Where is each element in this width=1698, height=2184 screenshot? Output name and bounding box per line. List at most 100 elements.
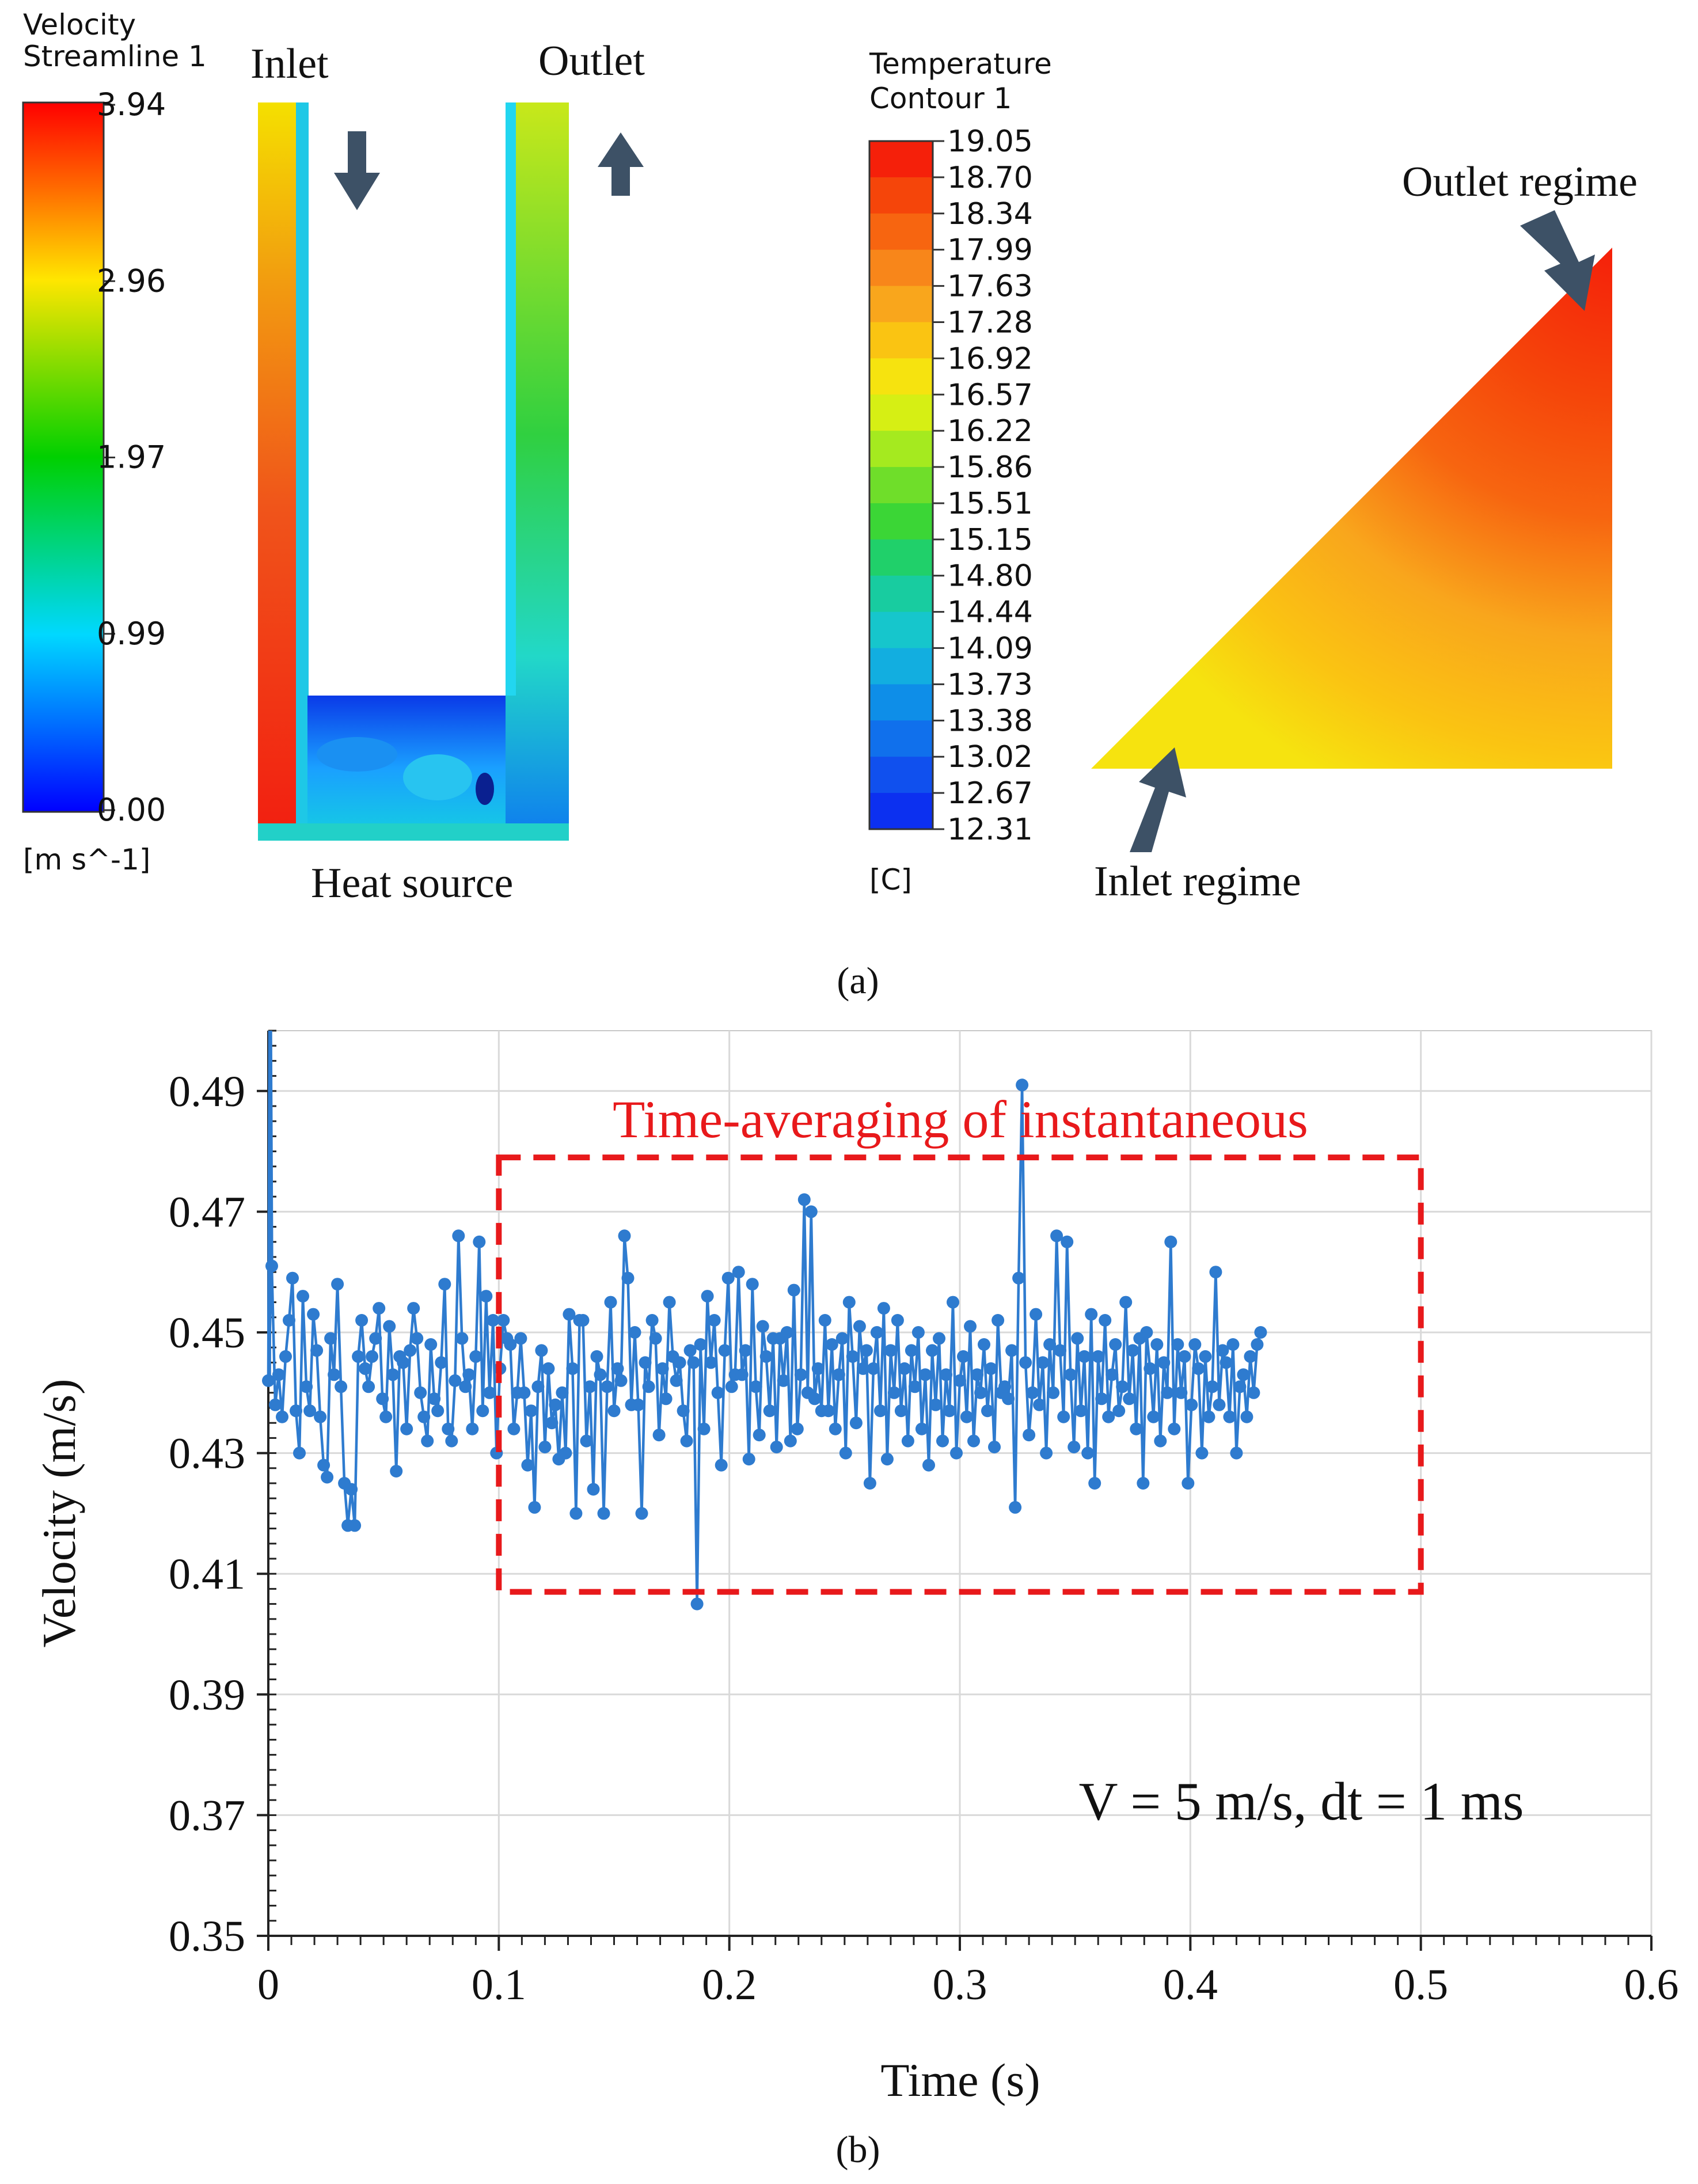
velocity-data-point (1012, 1271, 1025, 1285)
velocity-data-point (794, 1368, 807, 1381)
temperature-band (869, 141, 933, 178)
velocity-data-point (352, 1350, 365, 1363)
velocity-data-point (587, 1483, 600, 1496)
velocity-data-point (804, 1205, 818, 1218)
velocity-data-point (687, 1356, 700, 1369)
velocity-data-point (711, 1386, 724, 1399)
temperature-band (869, 286, 933, 323)
velocity-data-point (1202, 1410, 1215, 1423)
velocity-data-point (279, 1350, 292, 1363)
velocity-data-point (756, 1320, 769, 1333)
velocity-data-point (971, 1368, 983, 1381)
velocity-data-point (964, 1320, 977, 1333)
velocity-data-point (1112, 1404, 1126, 1418)
velocity-data-point (404, 1344, 417, 1357)
temperature-tick-label: 16.92 (947, 341, 1033, 376)
velocity-data-point (583, 1380, 597, 1393)
velocity-data-point (376, 1392, 389, 1406)
velocity-data-point (604, 1296, 617, 1309)
y-tick-label: 0.39 (169, 1671, 245, 1719)
temperature-band (869, 757, 933, 794)
velocity-data-point (328, 1368, 341, 1381)
velocity-data-point (960, 1410, 973, 1423)
velocity-legend-title: Velocity (23, 8, 136, 41)
velocity-data-point (639, 1356, 652, 1369)
velocity-data-point (1106, 1368, 1119, 1381)
panel-b: 0.35 0.37 0.39 0.41 0.43 0.45 0.47 0.49 0 0.1 0.2… (33, 1030, 1679, 2171)
velocity-data-point (1150, 1338, 1164, 1351)
temperature-tick-label: 15.15 (947, 523, 1033, 557)
velocity-data-point (690, 1597, 704, 1611)
velocity-data-point (1175, 1386, 1188, 1399)
velocity-data-point (590, 1350, 603, 1363)
x-tick-label: 0.6 (1624, 1961, 1679, 2009)
velocity-series (262, 1030, 1267, 1611)
velocity-data-point (411, 1332, 424, 1345)
velocity-data-point (1240, 1410, 1253, 1423)
velocity-data-point (265, 1259, 278, 1273)
y-tick-label: 0.47 (169, 1188, 245, 1236)
velocity-series-line (267, 1084, 1262, 1605)
temperature-band (869, 322, 933, 359)
velocity-data-point (569, 1507, 583, 1520)
velocity-data-point (272, 1368, 285, 1381)
velocity-data-point (1178, 1350, 1191, 1363)
y-tick-label: 0.43 (169, 1430, 245, 1478)
temperature-band (869, 720, 933, 758)
velocity-data-point (1199, 1350, 1212, 1363)
heat-source-label: Heat source (311, 860, 513, 907)
velocity-data-point (542, 1362, 555, 1375)
velocity-data-point (1130, 1422, 1143, 1435)
velocity-data-point (1019, 1356, 1032, 1369)
velocity-data-point (746, 1278, 759, 1291)
x-tick-label: 0.2 (702, 1961, 757, 2009)
velocity-data-point (1009, 1501, 1022, 1514)
velocity-data-point (749, 1380, 762, 1393)
velocity-data-point (497, 1314, 510, 1327)
velocity-data-point (1088, 1477, 1101, 1490)
velocity-data-point (1161, 1386, 1174, 1399)
velocity-data-point (922, 1458, 935, 1472)
x-tick-labels: 0 0.1 0.2 0.3 0.4 0.5 0.6 (257, 1936, 1679, 2009)
velocity-data-point (324, 1332, 337, 1345)
temperature-band (869, 648, 933, 685)
velocity-data-point (407, 1302, 420, 1315)
y-tick-label: 0.45 (169, 1309, 245, 1357)
velocity-data-point (262, 1374, 275, 1387)
x-tick-label: 0.3 (933, 1961, 987, 2009)
velocity-data-point (777, 1374, 790, 1387)
temperature-band (869, 575, 933, 613)
velocity-data-point (645, 1314, 659, 1327)
velocity-data-point (704, 1356, 717, 1369)
temperature-band (869, 539, 933, 576)
velocity-data-point (1095, 1392, 1108, 1406)
velocity-legend: Velocity Streamline 1 3.94 2.96 1.97 0.99 0.… (22, 8, 207, 876)
velocity-data-point (455, 1332, 469, 1345)
velocity-data-point (974, 1386, 987, 1399)
velocity-data-point (614, 1374, 628, 1387)
velocity-data-point (300, 1380, 313, 1393)
velocity-data-point (452, 1229, 465, 1243)
velocity-data-point (763, 1404, 776, 1418)
velocity-data-point (947, 1296, 959, 1309)
velocity-data-point (943, 1404, 956, 1418)
temperature-legend-subtitle: Contour 1 (869, 82, 1012, 115)
velocity-data-point (936, 1434, 949, 1448)
velocity-data-point (618, 1229, 631, 1243)
velocity-data-point (670, 1374, 683, 1387)
temperature-tick-label: 18.34 (947, 197, 1033, 231)
velocity-data-point (331, 1278, 344, 1291)
velocity-data-point (487, 1314, 500, 1327)
velocity-data-point (721, 1271, 735, 1285)
velocity-data-point (632, 1398, 645, 1411)
velocity-data-point (576, 1314, 590, 1327)
velocity-data-point (1026, 1386, 1039, 1399)
velocity-data-point (919, 1368, 932, 1381)
velocity-data-point (1247, 1386, 1260, 1399)
velocity-data-point (863, 1477, 876, 1490)
velocity-data-point (957, 1350, 970, 1363)
outflow-arrow-icon (598, 132, 644, 196)
temperature-band (869, 467, 933, 504)
temperature-tick-label: 14.44 (947, 595, 1033, 630)
velocity-data-point (417, 1410, 431, 1423)
